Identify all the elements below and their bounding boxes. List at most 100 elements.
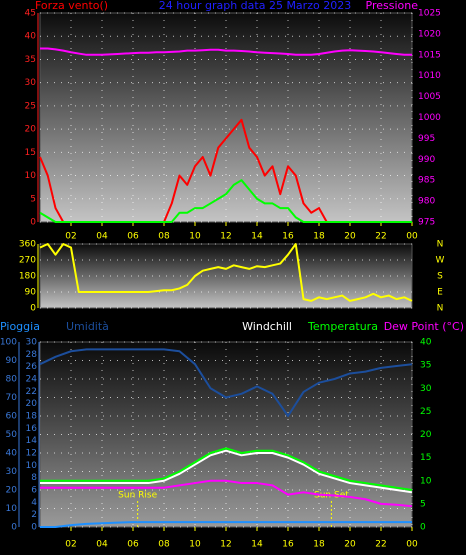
series-line [39, 179, 412, 223]
x-tick-label: 16 [282, 540, 294, 550]
legend-entry: Temperatura [307, 320, 378, 333]
series-line [40, 47, 412, 56]
legend-entry: Forza vento() [35, 0, 108, 12]
y-tick-label: 0 [30, 304, 36, 314]
y2-tick-label: S [437, 272, 443, 282]
x-tick-label: 12 [220, 540, 231, 550]
series-line [40, 449, 413, 494]
plot-area [39, 341, 413, 528]
y-tick-label: 10 [6, 504, 18, 514]
y3-tick-label: 12 [26, 449, 37, 459]
x-tick-label: 02 [65, 540, 76, 550]
legend-entry: Pioggia [0, 320, 40, 333]
y3-tick-label: 18 [26, 412, 38, 422]
series-line [39, 243, 413, 302]
y-tick-label: 40 [25, 32, 37, 42]
legend-entry: Umidità [66, 320, 109, 333]
y3-tick-label: 6 [31, 486, 37, 496]
legend-entry: Dew Point (°C) [384, 320, 464, 333]
series-line [40, 521, 412, 528]
y3-tick-label: 14 [26, 436, 38, 446]
y2-tick-label: 10 [420, 476, 432, 486]
y-tick-label: 10 [25, 171, 37, 181]
series-line [39, 348, 413, 417]
y-tick-label: 70 [6, 393, 18, 403]
y2-tick-label: 15 [420, 453, 431, 463]
x-tick-label: 10 [189, 232, 201, 242]
y3-tick-label: 0 [31, 523, 37, 533]
y3-tick-label: 8 [31, 473, 37, 483]
x-tick-label: 12 [220, 232, 231, 242]
y3-tick-label: 2 [31, 510, 37, 520]
y-tick-label: 100 [0, 338, 17, 348]
x-tick-label: 18 [313, 540, 325, 550]
y3-tick-label: 24 [26, 375, 38, 385]
chart-title: 24 hour graph data 25 Marzo 2023 [159, 0, 351, 12]
y2-tick-label: 1025 [418, 9, 441, 19]
y-tick-label: 20 [25, 125, 37, 135]
y2-tick-label: 975 [418, 218, 435, 228]
y2-tick-label: E [437, 288, 443, 298]
y2-tick-label: N [437, 304, 444, 314]
x-tick-label: 06 [127, 232, 139, 242]
y2-tick-label: 990 [418, 155, 435, 165]
y2-tick-label: 5 [420, 499, 426, 509]
y2-tick-label: 30 [420, 384, 432, 394]
y3-tick-label: 22 [26, 387, 37, 397]
x-tick-label: 10 [189, 540, 201, 550]
y-tick-label: 5 [30, 194, 36, 204]
y-tick-label: 35 [25, 55, 36, 65]
x-tick-label: 08 [158, 232, 170, 242]
y2-tick-label: 1000 [418, 113, 441, 123]
y2-tick-label: 1005 [418, 92, 441, 102]
x-tick-label: 16 [282, 232, 294, 242]
y3-tick-label: 30 [26, 338, 38, 348]
x-tick-label: 14 [251, 232, 263, 242]
y-tick-label: 25 [25, 101, 36, 111]
legend-entry: Pressione [366, 0, 419, 12]
x-tick-label: 08 [158, 540, 170, 550]
y2-tick-label: 40 [420, 338, 432, 348]
x-tick-label: 20 [344, 232, 356, 242]
y-tick-label: 270 [19, 256, 36, 266]
y-tick-label: 15 [25, 148, 36, 158]
x-tick-label: 00 [406, 540, 418, 550]
y2-tick-label: W [436, 256, 445, 266]
y-tick-label: 90 [6, 356, 18, 366]
series-line [40, 447, 413, 491]
y2-tick-label: 0 [420, 523, 426, 533]
y2-tick-label: N [437, 240, 444, 250]
y2-tick-label: 1020 [418, 29, 441, 39]
y2-tick-label: 1015 [418, 50, 441, 60]
y-tick-label: 30 [6, 467, 18, 477]
series-line [40, 479, 413, 508]
x-tick-label: 04 [96, 232, 108, 242]
x-tick-label: 22 [375, 540, 386, 550]
x-tick-label: 02 [65, 232, 76, 242]
y3-tick-label: 26 [26, 362, 38, 372]
x-tick-label: 22 [375, 232, 386, 242]
annotation-label: Sun Rise [118, 491, 157, 501]
y3-tick-label: 10 [26, 461, 38, 471]
y2-tick-label: 25 [420, 407, 431, 417]
y-tick-label: 0 [11, 523, 17, 533]
y3-tick-label: 28 [26, 350, 38, 360]
y-tick-label: 80 [6, 375, 18, 385]
y-tick-label: 0 [30, 218, 36, 228]
y2-tick-label: 35 [420, 361, 431, 371]
y-tick-label: 45 [25, 9, 36, 19]
y2-tick-label: 995 [418, 134, 435, 144]
y2-tick-label: 985 [418, 176, 435, 186]
y-tick-label: 60 [6, 412, 18, 422]
x-tick-label: 00 [406, 232, 418, 242]
x-tick-label: 04 [96, 540, 108, 550]
plot-area [39, 12, 413, 223]
y3-tick-label: 4 [31, 498, 37, 508]
x-tick-label: 20 [344, 540, 356, 550]
y-tick-label: 20 [6, 486, 18, 496]
x-tick-label: 06 [127, 540, 139, 550]
y-tick-label: 50 [6, 430, 18, 440]
legend-entry: Windchill [242, 320, 292, 333]
